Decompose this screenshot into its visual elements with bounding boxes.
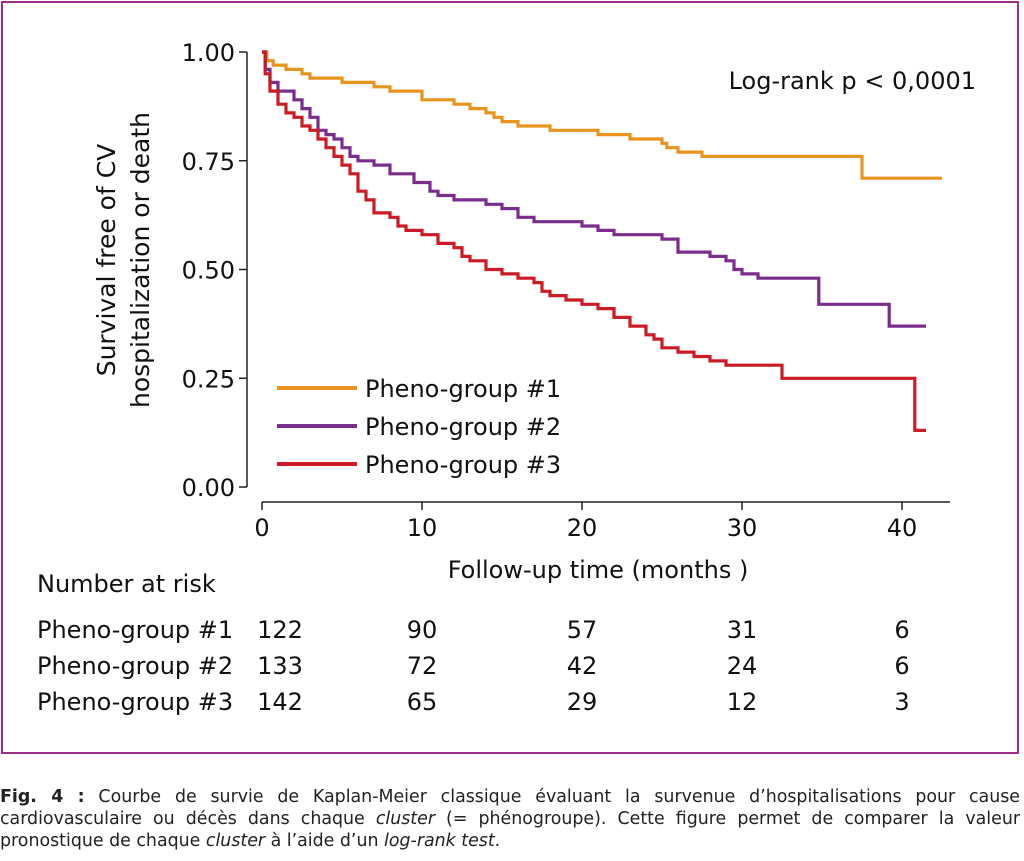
y-axis-label-line1: Survival free of CV	[92, 144, 121, 377]
x-tick-label: 0	[254, 514, 269, 542]
risk-row: Pheno-group #2 133 72 42 24 6	[37, 652, 997, 686]
figure-caption: Fig. 4 : Courbe de survie de Kaplan-Meie…	[0, 786, 1020, 852]
figure-frame	[1, 1, 1019, 754]
risk-value: 42	[566, 652, 598, 680]
risk-value: 142	[257, 688, 303, 716]
x-tick-label: 20	[567, 514, 598, 542]
caption-emphasis-3: log-rank test	[384, 831, 495, 851]
caption-label: Fig. 4 :	[0, 787, 85, 807]
caption-emphasis-1: cluster	[375, 809, 435, 829]
risk-value: 29	[566, 688, 598, 716]
caption-text-2: (= phénogroupe). Cette figure permet de …	[0, 809, 1020, 851]
risk-row-label: Pheno-group #3	[37, 688, 234, 716]
y-tick-label: 0.75	[182, 148, 235, 176]
legend-label-1: Pheno-group #1	[365, 375, 561, 403]
log-rank-annotation: Log-rank p < 0,0001	[729, 67, 976, 95]
x-tick-label: 30	[727, 514, 758, 542]
risk-value: 133	[257, 652, 303, 680]
x-tick-label: 10	[407, 514, 438, 542]
risk-value: 6	[894, 652, 910, 680]
y-axis-label-line2: hospitalization or death	[126, 112, 155, 408]
caption-text-3: à l’aide d’un	[265, 831, 385, 851]
risk-row-label: Pheno-group #1	[37, 616, 234, 644]
risk-row: Pheno-group #3 142 65 29 12 3	[37, 688, 997, 722]
y-tick-label: 0.00	[182, 474, 235, 502]
series-line-2	[262, 50, 926, 328]
caption-emphasis-2: cluster	[205, 831, 266, 851]
legend-label-3: Pheno-group #3	[365, 451, 561, 479]
risk-row: Pheno-group #1 122 90 57 31 6	[37, 616, 997, 650]
y-tick-label: 1.00	[182, 39, 235, 67]
caption-text-1: Courbe de survie de Kaplan-Meier classiq…	[0, 787, 1020, 829]
risk-value: 31	[726, 616, 758, 644]
x-tick-label: 40	[887, 514, 918, 542]
y-tick-label: 0.50	[182, 257, 235, 285]
risk-value: 65	[406, 688, 438, 716]
risk-value: 90	[406, 616, 438, 644]
y-tick-label: 0.25	[182, 365, 235, 393]
risk-value: 72	[406, 652, 438, 680]
risk-value: 24	[726, 652, 758, 680]
risk-value: 122	[257, 616, 303, 644]
risk-table-title: Number at risk	[37, 570, 216, 598]
x-axis-label: Follow-up time (months )	[448, 556, 749, 584]
kaplan-meier-chart: 0.00 0.25 0.50 0.75 1.00 0 10 20 30 40 Pheno-grou…	[92, 39, 976, 584]
legend-label-2: Pheno-group #2	[365, 413, 561, 441]
series-line-1	[262, 50, 942, 180]
risk-value: 57	[566, 616, 598, 644]
risk-value: 12	[726, 688, 758, 716]
risk-row-label: Pheno-group #2	[37, 652, 234, 680]
risk-value: 3	[894, 688, 910, 716]
risk-value: 6	[894, 616, 910, 644]
series-line-3	[262, 50, 926, 432]
caption-text-4: .	[494, 831, 501, 851]
